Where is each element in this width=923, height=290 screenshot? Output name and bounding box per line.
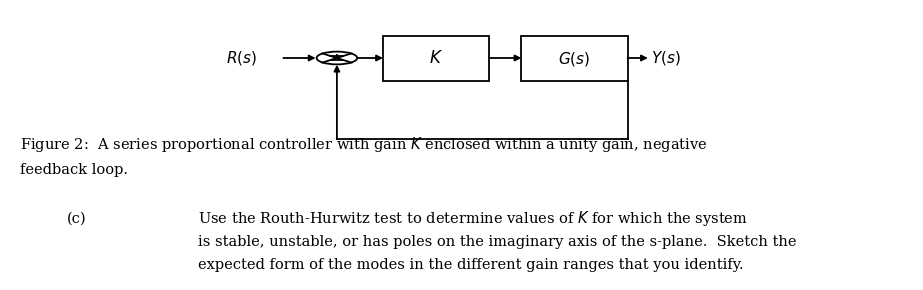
Text: $G(s)$: $G(s)$ [558,50,591,68]
Text: Figure 2:  A series proportional controller with gain $K$ enclosed within a unit: Figure 2: A series proportional controll… [20,135,708,155]
Text: Use the Routh-Hurwitz test to determine values of $K$ for which the system: Use the Routh-Hurwitz test to determine … [198,209,749,229]
Bar [521,36,628,81]
Text: (c): (c) [66,212,86,226]
Text: expected form of the modes in the different gain ranges that you identify.: expected form of the modes in the differ… [198,258,744,272]
Text: $K$: $K$ [429,50,443,67]
Bar [383,36,489,81]
Text: is stable, unstable, or has poles on the imaginary axis of the s-plane.  Sketch : is stable, unstable, or has poles on the… [198,235,797,249]
Text: $R(s)$: $R(s)$ [226,49,258,67]
Text: $Y(s)$: $Y(s)$ [651,49,680,67]
Text: feedback loop.: feedback loop. [20,163,128,177]
